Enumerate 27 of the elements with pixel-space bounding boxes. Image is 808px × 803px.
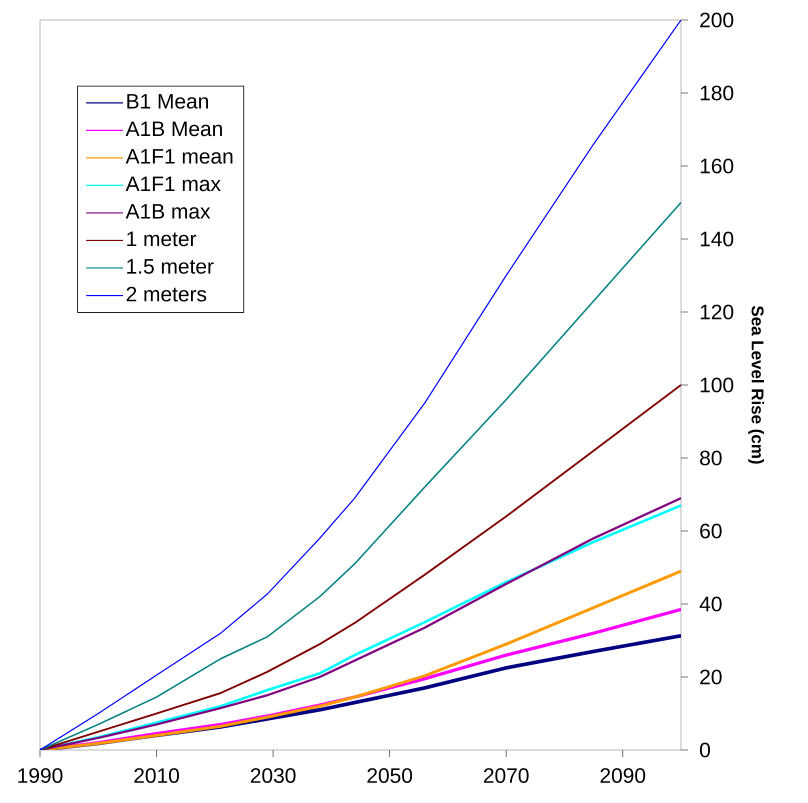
legend-label: A1F1 mean [126, 149, 232, 164]
x-tick-label: 2030 [250, 768, 296, 783]
x-tick-label: 2070 [484, 768, 529, 783]
x-tick-label: 2010 [134, 768, 179, 783]
x-tick-label: 2050 [367, 768, 412, 783]
y-tick-label: 160 [700, 158, 734, 174]
legend-label: 1 meter [127, 232, 196, 246]
y-tick-label: 180 [700, 86, 734, 100]
y-tick-label: 40 [700, 596, 722, 612]
y-tick-label: 0 [700, 742, 710, 758]
legend-label: A1F1 max [126, 176, 221, 192]
y-tick-label: 60 [700, 524, 722, 538]
legend-label: A1B max [126, 204, 210, 219]
legend-label: A1B Mean [126, 122, 222, 136]
x-tick-label: 1990 [18, 768, 62, 783]
x-tick-label: 2090 [600, 768, 646, 783]
y-tick-label: 140 [700, 232, 734, 246]
legend-label: 1.5 meter [127, 259, 214, 274]
legend-label: 2 meters [126, 286, 206, 302]
y-tick-label: 200 [700, 12, 734, 28]
y-tick-label: 100 [700, 378, 734, 392]
y-tick-label: 80 [700, 450, 722, 466]
line-series [40, 202, 682, 750]
y-axis-title: Sea Level Rise (cm) [748, 306, 764, 464]
legend-label: B1 Mean [127, 94, 208, 109]
y-tick-label: 20 [700, 670, 722, 684]
y-tick-label: 120 [700, 304, 734, 320]
